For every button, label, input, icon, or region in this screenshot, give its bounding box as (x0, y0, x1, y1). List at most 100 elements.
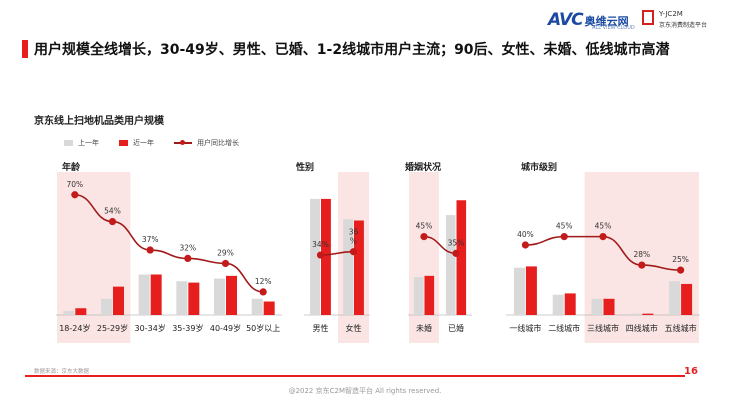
bar-prev-year (630, 313, 642, 315)
growth-point (452, 249, 460, 257)
growth-point (71, 191, 79, 199)
bar-recent-year (188, 282, 200, 315)
bar-prev-year (63, 310, 75, 315)
bar-recent-year (263, 301, 275, 315)
bar-prev-year (251, 298, 263, 315)
chart-legend: 上一年 近一年 用户同比增长 (64, 138, 239, 148)
growth-point (677, 266, 685, 274)
growth-label: 25% (672, 255, 689, 264)
bar-prev-year (343, 219, 353, 315)
highlight-band (409, 172, 439, 343)
c2m-logo-title: Y-JC2M (659, 10, 683, 18)
page-number: 16 (684, 366, 698, 377)
growth-line (74, 193, 264, 293)
growth-point (560, 233, 568, 241)
growth-label: 36 (349, 228, 359, 237)
copyright: @2022 京东C2M智造平台 All rights reserved. (288, 387, 442, 395)
bar-recent-year (642, 313, 654, 315)
growth-label: 45% (595, 222, 612, 231)
category-label: 二线城市 (548, 323, 580, 333)
bar-prev-year (591, 298, 603, 315)
c2m-logo-icon (642, 10, 654, 25)
growth-point (316, 251, 325, 259)
legend-item-growth: 用户同比增长 (174, 138, 239, 148)
growth-point (420, 233, 428, 241)
avc-logo-mark: AVC (548, 10, 584, 30)
bar-recent-year (75, 308, 87, 315)
bar-recent-year (564, 293, 576, 315)
category-label: 40-49岁 (210, 323, 241, 333)
growth-point (221, 259, 230, 268)
bar-prev-year (176, 281, 188, 315)
category-label: 18-24岁 (59, 323, 90, 333)
growth-point (349, 248, 358, 256)
bar-prev-year (445, 215, 456, 315)
category-label: 男性 (313, 323, 329, 333)
bar-recent-year (525, 266, 537, 315)
bar-recent-year (456, 200, 467, 315)
growth-label: 35% (448, 238, 465, 247)
growth-line (320, 250, 354, 256)
category-label: 30-34岁 (135, 323, 166, 333)
bar-recent-year (150, 274, 162, 315)
legend-label-prev: 上一年 (78, 139, 99, 147)
growth-point (638, 261, 646, 269)
growth-point (599, 233, 607, 241)
growth-point (259, 288, 267, 296)
growth-label: 54% (104, 207, 121, 216)
growth-label: 12% (255, 277, 272, 286)
category-label: 女性 (346, 323, 362, 333)
category-label: 50岁以上 (246, 323, 280, 333)
bar-recent-year (354, 220, 364, 315)
category-label: 已婚 (448, 323, 464, 333)
growth-label: 45% (416, 222, 433, 231)
growth-label: 29% (217, 248, 234, 257)
growth-label: 28% (633, 250, 650, 259)
bar-prev-year (513, 267, 525, 315)
growth-point (184, 254, 192, 262)
bar-prev-year (413, 277, 424, 315)
growth-point (108, 217, 117, 226)
category-label: 三线城市 (587, 323, 619, 333)
legend-item-recent: 近一年 (119, 138, 154, 148)
category-label: 四线城市 (626, 323, 658, 333)
growth-label: % (350, 237, 357, 246)
bar-recent-year (113, 286, 124, 315)
group-label-gender: 性别 (296, 163, 315, 173)
avc-logo-sub: ALL VIEW CLOUD (592, 25, 635, 31)
growth-label: 37% (142, 235, 159, 244)
category-label: 五线城市 (665, 323, 697, 333)
growth-label: 45% (556, 222, 573, 231)
category-label: 未婚 (416, 323, 432, 333)
growth-label: 32% (179, 243, 196, 252)
bar-recent-year (424, 275, 435, 315)
bar-recent-year (681, 283, 693, 315)
growth-point (146, 246, 154, 254)
bar-prev-year (310, 198, 320, 315)
growth-label: 40% (517, 230, 534, 239)
legend-item-prev: 上一年 (64, 138, 99, 148)
footer-accent-line (25, 375, 685, 377)
data-source: 数据来源：京东大数据 (34, 369, 90, 375)
growth-label: 70% (66, 180, 83, 189)
page-title: 用户规模全线增长，30-49岁、男性、已婚、1-2线城市用户主流；90后、女性、… (34, 42, 670, 58)
title-accent-bar (22, 40, 28, 58)
category-label: 25-29岁 (97, 323, 128, 333)
bar-prev-year (101, 298, 112, 315)
bar-recent-year (603, 298, 615, 315)
legend-label-growth: 用户同比增长 (197, 139, 239, 147)
bar-prev-year (214, 278, 225, 315)
chart-title: 京东线上扫地机品类用户规模 (34, 116, 164, 127)
c2m-logo-subtitle: 京东消费制造平台 (659, 22, 708, 29)
legend-label-recent: 近一年 (133, 139, 154, 147)
group-label-age: 年龄 (62, 163, 81, 173)
avc-logo-cn: 奥维云网 (584, 15, 629, 28)
bar-recent-year (321, 198, 331, 315)
avc-logo: AVC 奥维云网 ALL VIEW CLOUD (548, 10, 635, 36)
highlight-band (57, 172, 131, 343)
growth-point (521, 241, 530, 249)
group-label-city: 城市级别 (521, 163, 558, 173)
category-label: 35-39岁 (172, 323, 203, 333)
growth-label: 34% (312, 240, 329, 249)
